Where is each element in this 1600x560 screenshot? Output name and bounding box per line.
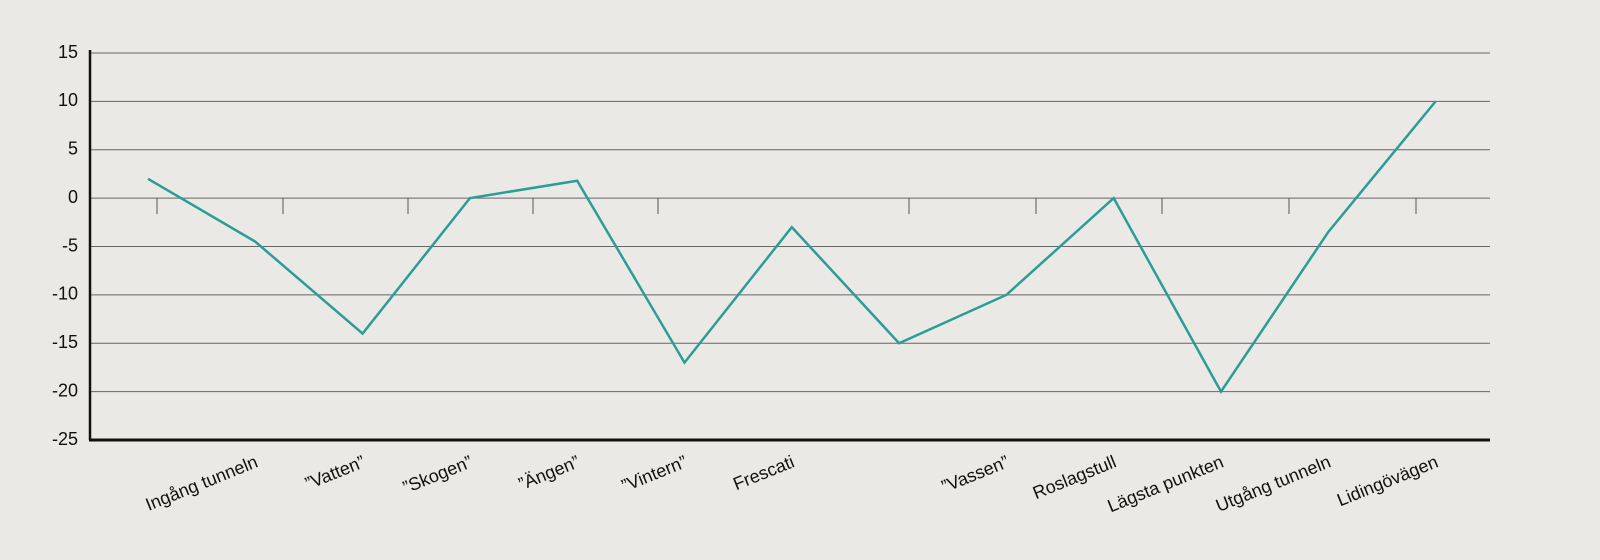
y-tick-label: 0: [68, 187, 78, 207]
y-tick-label: 10: [58, 90, 78, 110]
y-tick-label: 15: [58, 42, 78, 62]
y-tick-label: -15: [52, 332, 78, 352]
y-tick-label: -10: [52, 284, 78, 304]
y-tick-label: -25: [52, 429, 78, 449]
y-tick-label: -20: [52, 380, 78, 400]
y-tick-label: -5: [62, 235, 78, 255]
line: [147, 100, 1437, 395]
zero-line-ticks: [156, 198, 1417, 214]
y-tick-label: 5: [68, 139, 78, 159]
